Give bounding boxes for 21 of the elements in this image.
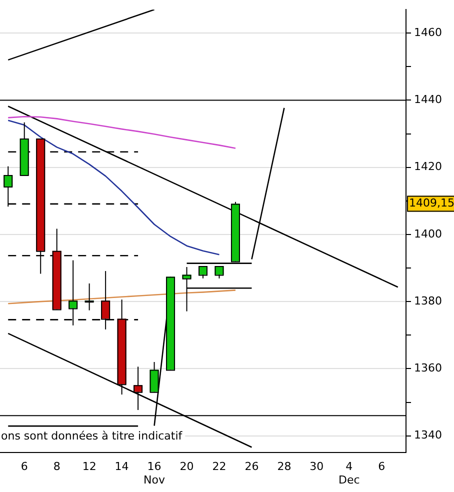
y-tick-label: 1380 [414,294,442,308]
text: 1409,15 [409,196,454,210]
x-tick-label: 26 [244,460,259,474]
x-tick-label: 16 Nov [144,460,166,486]
x-tick-label: 6 [20,460,28,474]
x-tick-label: 6 [378,460,386,474]
x-tick-label: 22 [212,460,226,474]
y-tick-label: 1440 [414,93,442,106]
x-tick-label: 4 Dec [338,460,360,486]
y-tick-label: 1460 [414,26,442,39]
x-tick-label: 30 [310,460,324,474]
x-tick-label: 20 [180,460,194,474]
y-tick-label: 1400 [414,227,442,240]
x-tick-label: 8 [53,460,60,474]
x-tick-label: 28 [277,460,292,474]
x-tick-label: 14 [114,460,129,474]
x-tick-label: 12 [82,460,96,474]
y-tick-label: 1420 [414,160,442,174]
y-tick-label: 1360 [414,362,442,375]
annotation: ons sont données à titre indicatif [1,429,184,442]
y-tick-label: 1340 [414,428,442,442]
